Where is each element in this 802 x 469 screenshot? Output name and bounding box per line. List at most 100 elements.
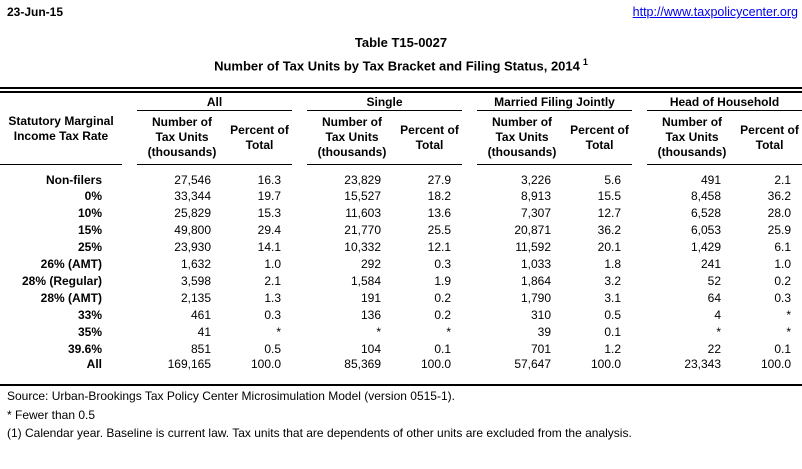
column-spacer	[632, 165, 647, 188]
tax-units-value: 8,458	[690, 188, 722, 203]
column-spacer	[292, 357, 307, 384]
row-label: All	[86, 357, 102, 372]
subheader-percent-of-total: Percent of Total	[397, 110, 463, 166]
tax-units-value: 39	[537, 324, 552, 339]
column-spacer	[292, 187, 307, 204]
tax-units-value: 57,647	[514, 357, 552, 372]
tax-units-value: 52	[707, 273, 722, 288]
percent-value: *	[786, 307, 792, 322]
percent-value: 1.0	[774, 256, 792, 271]
table-row: 33% 461 0.3 136 0.2 310 0.5 4 *	[0, 306, 802, 323]
tax-units-value: 23,343	[684, 357, 722, 372]
row-label: 35%	[77, 324, 102, 339]
percent-value: 1.8	[604, 256, 622, 271]
percent-value: 25.5	[427, 222, 452, 237]
row-label: 28% (AMT)	[40, 290, 102, 305]
column-spacer	[462, 340, 477, 357]
percent-value: 3.1	[604, 290, 622, 305]
column-spacer	[292, 93, 307, 165]
row-header-statutory-rate: Statutory Marginal Income Tax Rate	[0, 93, 122, 166]
row-label: 28% (Regular)	[21, 273, 102, 288]
tax-units-value: 6,053	[690, 222, 722, 237]
tax-units-value: 310	[530, 307, 552, 322]
percent-value: 12.1	[427, 239, 452, 254]
percent-value: 0.1	[604, 324, 622, 339]
column-spacer	[122, 165, 137, 188]
tax-units-value: 33,344	[174, 188, 211, 203]
group-header-row: Statutory Marginal Income Tax Rate All S…	[0, 93, 802, 166]
column-spacer	[122, 187, 137, 204]
percent-value: 13.6	[427, 205, 452, 220]
taxpolicycenter-link[interactable]: http://www.taxpolicycenter.org	[632, 5, 798, 19]
percent-value: 18.2	[427, 188, 452, 203]
percent-value: 0.2	[774, 273, 792, 288]
percent-value: 1.2	[604, 341, 622, 356]
percent-value: 25.9	[767, 222, 792, 237]
column-spacer	[462, 238, 477, 255]
subheader-number-of-tax-units: Number of Tax Units (thousands)	[477, 110, 568, 166]
table-row: 10% 25,829 15.3 11,603 13.6 7,307 12.7 6,528 28.…	[0, 204, 802, 221]
tax-units-value: 23,829	[344, 173, 381, 188]
table-row: 39.6% 851 0.5 104 0.1 701 1.2 22 0.1	[0, 340, 802, 357]
tax-units-value: 20,871	[514, 222, 552, 237]
column-spacer	[292, 323, 307, 340]
column-spacer	[292, 306, 307, 323]
column-spacer	[632, 93, 647, 165]
percent-value: 100.0	[250, 357, 281, 372]
column-spacer	[462, 187, 477, 204]
column-spacer	[122, 306, 137, 323]
subheader-row: Number of Tax Units (thousands) Percent …	[0, 110, 802, 166]
column-spacer	[632, 357, 647, 384]
column-spacer	[292, 204, 307, 221]
percent-value: 100.0	[760, 357, 792, 372]
column-spacer	[632, 187, 647, 204]
tax-units-value: 1,033	[520, 256, 552, 271]
tax-units-value: 136	[360, 307, 381, 322]
column-spacer	[632, 289, 647, 306]
column-spacer	[462, 221, 477, 238]
percent-value: 1.0	[264, 256, 281, 271]
column-spacer	[632, 255, 647, 272]
tax-units-value: 49,800	[174, 222, 211, 237]
column-spacer	[122, 340, 137, 357]
percent-value: 15.5	[597, 188, 622, 203]
tax-units-value: 701	[530, 341, 552, 356]
table-row: 25% 23,930 14.1 10,332 12.1 11,592 20.1 1,429 6.…	[0, 238, 802, 255]
column-spacer	[632, 323, 647, 340]
tax-units-value: 7,307	[520, 205, 552, 220]
column-spacer	[122, 289, 137, 306]
subheader-number-of-tax-units: Number of Tax Units (thousands)	[647, 110, 738, 166]
tax-units-value: 11,603	[345, 205, 381, 220]
percent-value: 36.2	[767, 188, 792, 203]
percent-value: 0.3	[264, 307, 281, 322]
table-body: Non-filers 27,546 16.3 23,829 27.9 3,226 5.6 49…	[0, 165, 802, 385]
percent-value: *	[786, 324, 792, 339]
percent-value: 5.6	[604, 173, 622, 188]
tax-units-value: *	[716, 324, 722, 339]
column-spacer	[292, 255, 307, 272]
percent-value: 0.2	[434, 290, 452, 305]
table-row: Non-filers 27,546 16.3 23,829 27.9 3,226 5.6 49…	[0, 165, 802, 188]
title-block: Table T15-0027 Number of Tax Units by Ta…	[0, 34, 802, 75]
row-label: 25%	[77, 239, 102, 254]
tax-units-value: 292	[360, 256, 381, 271]
tax-units-value: 1,584	[350, 273, 381, 288]
row-label: 15%	[77, 222, 102, 237]
tax-units-value: 1,790	[520, 290, 552, 305]
tax-units-value: 64	[707, 290, 722, 305]
percent-value: 12.7	[597, 205, 622, 220]
row-label: 0%	[84, 188, 102, 203]
tax-units-value: 21,770	[344, 222, 381, 237]
column-spacer	[462, 272, 477, 289]
percent-value: 28.0	[767, 205, 792, 220]
column-spacer	[122, 272, 137, 289]
tax-units-value: 241	[700, 256, 722, 271]
column-spacer	[462, 204, 477, 221]
tax-units-value: 41	[197, 324, 211, 339]
source-note: Source: Urban-Brookings Tax Policy Cente…	[7, 389, 455, 404]
column-spacer	[632, 238, 647, 255]
tax-units-value: 8,913	[520, 188, 552, 203]
asterisk-note: * Fewer than 0.5	[7, 407, 96, 422]
table-bottom-rule	[0, 384, 802, 387]
tax-units-value: 6,528	[690, 205, 722, 220]
